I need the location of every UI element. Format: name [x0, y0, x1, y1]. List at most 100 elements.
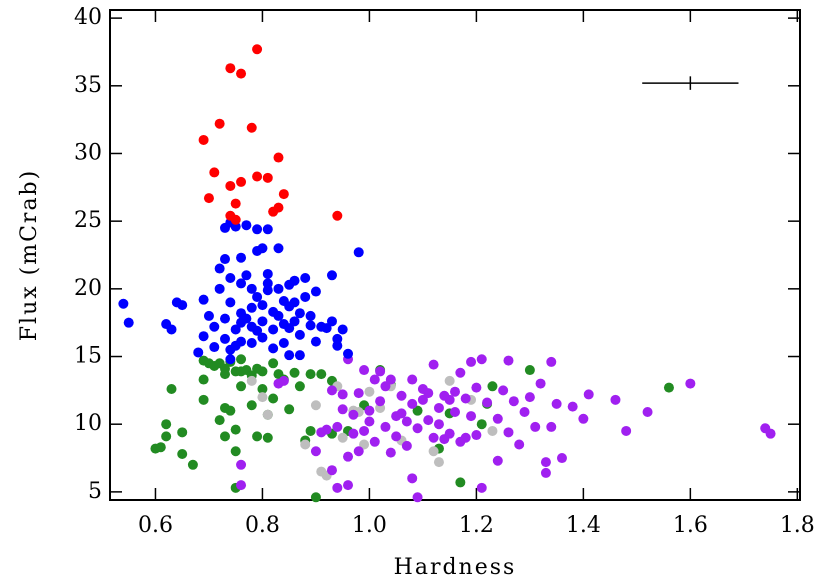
data-point — [220, 369, 230, 380]
data-point — [289, 367, 300, 378]
data-point — [294, 350, 305, 361]
data-point — [305, 310, 316, 321]
data-point — [503, 355, 514, 366]
data-point — [209, 167, 220, 178]
data-point — [551, 398, 562, 409]
x-axis-label: Hardness — [394, 555, 517, 580]
data-point — [284, 404, 295, 415]
x-tick-label: 1.0 — [352, 513, 387, 538]
y-tick-label: 10 — [74, 411, 102, 436]
data-point — [343, 348, 354, 359]
data-point — [236, 68, 247, 79]
data-point — [310, 286, 321, 297]
data-point — [540, 467, 551, 478]
x-tick-label: 0.8 — [245, 513, 280, 538]
data-point — [310, 400, 321, 411]
data-point — [348, 428, 359, 439]
data-point — [220, 431, 230, 442]
data-point — [326, 465, 337, 476]
data-point — [642, 407, 653, 418]
data-point — [198, 394, 209, 405]
data-point — [391, 431, 402, 442]
data-point — [236, 278, 247, 289]
data-point — [487, 425, 498, 436]
data-point — [289, 275, 300, 286]
x-tick-label: 1.4 — [566, 513, 601, 538]
data-point — [460, 393, 471, 404]
data-point — [375, 366, 386, 377]
data-point — [407, 398, 418, 409]
data-point — [326, 270, 337, 281]
data-point — [321, 323, 332, 334]
data-point — [540, 457, 551, 468]
data-point — [246, 283, 257, 294]
data-point — [246, 375, 257, 386]
y-axis-label: Flux (mCrab) — [17, 169, 42, 341]
data-point — [412, 405, 423, 416]
data-point — [230, 446, 241, 457]
data-point — [503, 427, 514, 438]
data-point — [300, 291, 311, 302]
data-point — [433, 402, 444, 413]
data-point — [225, 354, 236, 365]
data-point — [198, 374, 209, 385]
data-point — [246, 337, 257, 348]
y-tick-label: 15 — [74, 344, 102, 369]
data-point — [230, 424, 241, 435]
data-point — [337, 432, 348, 443]
data-point — [578, 413, 589, 424]
data-point — [241, 270, 252, 281]
data-point — [556, 453, 567, 464]
data-point — [498, 385, 509, 396]
data-point — [252, 431, 263, 442]
data-point — [246, 302, 257, 313]
data-point — [273, 243, 284, 254]
data-point — [428, 432, 439, 443]
data-point — [252, 224, 263, 235]
data-point — [455, 367, 466, 378]
data-point — [412, 492, 423, 503]
data-point — [262, 432, 273, 443]
data-point — [364, 405, 375, 416]
data-point — [567, 401, 578, 412]
data-point — [300, 439, 311, 450]
data-point — [225, 273, 236, 284]
data-point — [380, 381, 391, 392]
data-point — [236, 459, 247, 470]
data-point — [214, 415, 225, 426]
data-point — [332, 210, 343, 221]
data-point — [155, 442, 166, 453]
data-point — [257, 392, 268, 403]
data-point — [294, 329, 305, 340]
data-point — [268, 324, 279, 335]
y-tick-label: 20 — [74, 276, 102, 301]
data-point — [482, 397, 493, 408]
data-point — [412, 423, 423, 434]
data-point — [257, 300, 268, 311]
data-point — [166, 324, 177, 335]
data-point — [471, 430, 482, 441]
data-point — [198, 331, 209, 342]
data-point — [252, 44, 263, 55]
data-point — [300, 273, 311, 284]
data-point — [476, 354, 487, 365]
data-point — [369, 436, 380, 447]
data-point — [369, 374, 380, 385]
data-point — [252, 171, 263, 182]
data-point — [225, 405, 236, 416]
data-point — [514, 439, 525, 450]
data-point — [268, 393, 279, 404]
data-point — [348, 409, 359, 420]
data-point — [257, 316, 268, 327]
data-point — [359, 425, 370, 436]
data-point — [476, 419, 487, 430]
data-point — [284, 323, 295, 334]
data-point — [198, 294, 209, 305]
data-point — [262, 268, 273, 279]
data-point — [471, 382, 482, 393]
data-point — [460, 432, 471, 443]
data-point — [187, 459, 198, 470]
data-point — [268, 358, 279, 369]
data-point — [161, 419, 172, 430]
data-point — [428, 359, 439, 370]
